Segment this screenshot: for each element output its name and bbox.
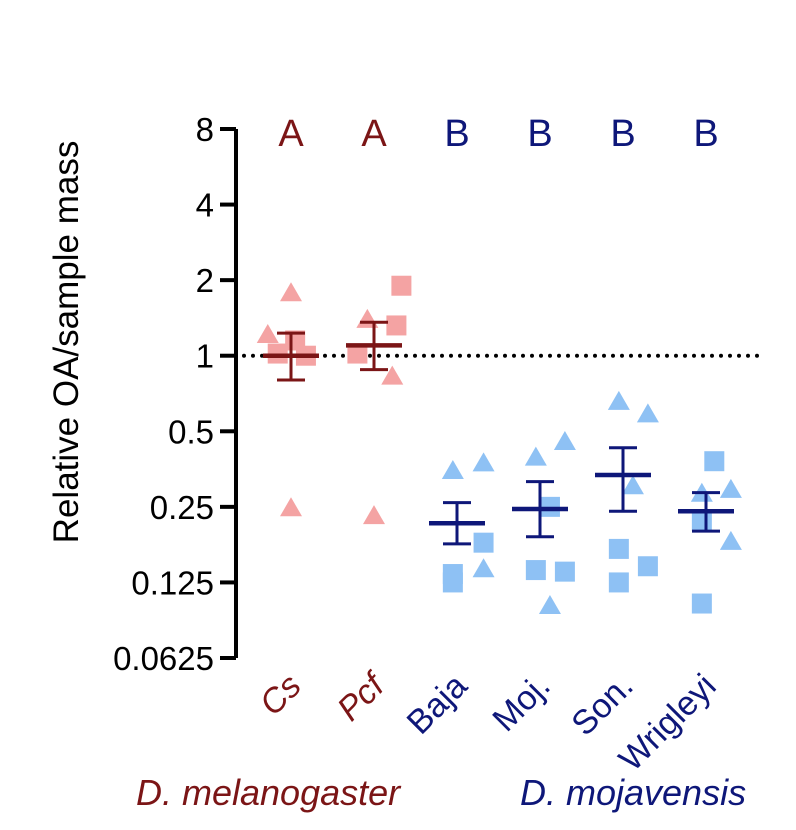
point-moj-1 xyxy=(553,430,576,450)
point-son-1 xyxy=(636,403,659,423)
point-pcf-4 xyxy=(381,365,404,385)
x-label-cs: Cs xyxy=(252,667,308,723)
letter-baja: B xyxy=(444,113,469,155)
species-label-melanogaster: D. melanogaster xyxy=(136,772,402,813)
point-wrigleyi-4 xyxy=(719,530,742,550)
point-baja-2 xyxy=(473,532,494,553)
point-cs-1 xyxy=(256,324,279,344)
point-baja-5 xyxy=(472,558,495,578)
x-label-pcf: Pcf xyxy=(330,664,394,728)
point-baja-4 xyxy=(442,572,463,593)
point-baja-0 xyxy=(441,459,464,479)
x-axis-labels: Cs Pcf Baja Moj. Son.Wrigleyi xyxy=(252,664,723,778)
letter-cs: A xyxy=(278,113,304,155)
y-tick-label-5: 0.25 xyxy=(150,489,214,526)
y-tick-label-0: 8 xyxy=(196,111,214,148)
letter-son: B xyxy=(610,113,635,155)
point-wrigleyi-2 xyxy=(719,478,742,498)
y-tick-label-6: 0.125 xyxy=(131,564,214,601)
data-points xyxy=(256,275,742,614)
point-moj-3 xyxy=(525,560,546,581)
letter-moj: B xyxy=(527,113,552,155)
y-tick-label-4: 0.5 xyxy=(168,413,214,450)
species-label-mojavensis: D. mojavensis xyxy=(520,772,746,813)
y-tick-label-2: 2 xyxy=(196,262,214,299)
point-wrigleyi-0 xyxy=(704,451,725,472)
point-son-3 xyxy=(608,538,629,559)
point-son-2 xyxy=(621,475,644,495)
point-moj-4 xyxy=(554,561,575,582)
point-wrigleyi-5 xyxy=(691,593,712,614)
point-son-4 xyxy=(637,556,658,577)
x-label-moj: Moj. xyxy=(485,667,557,739)
point-moj-5 xyxy=(538,594,561,614)
mean-sem-bars xyxy=(263,320,734,546)
letter-wrigleyi: B xyxy=(693,113,718,155)
letter-pcf: A xyxy=(361,113,387,155)
y-axis-label: Relative OA/sample mass xyxy=(47,141,86,544)
point-wrigleyi-3 xyxy=(691,510,712,531)
point-pcf-5 xyxy=(363,505,385,525)
point-son-0 xyxy=(607,390,630,410)
y-axis: 8 4 2 1 0.5 0.25 0.125 0.0625 xyxy=(113,111,238,677)
point-moj-0 xyxy=(524,446,547,466)
x-label-son: Son. xyxy=(564,667,640,743)
y-tick-label-3: 1 xyxy=(196,338,214,375)
y-tick-label-7: 0.0625 xyxy=(113,640,214,677)
point-cs-0 xyxy=(280,282,302,302)
x-label-baja: Baja xyxy=(400,667,475,742)
point-pcf-0 xyxy=(391,275,412,296)
point-baja-1 xyxy=(472,452,495,472)
point-cs-5 xyxy=(280,497,302,517)
y-tick-label-1: 4 xyxy=(196,187,214,224)
point-pcf-2 xyxy=(386,315,407,336)
point-son-5 xyxy=(608,572,629,593)
point-pcf-3 xyxy=(347,343,368,364)
